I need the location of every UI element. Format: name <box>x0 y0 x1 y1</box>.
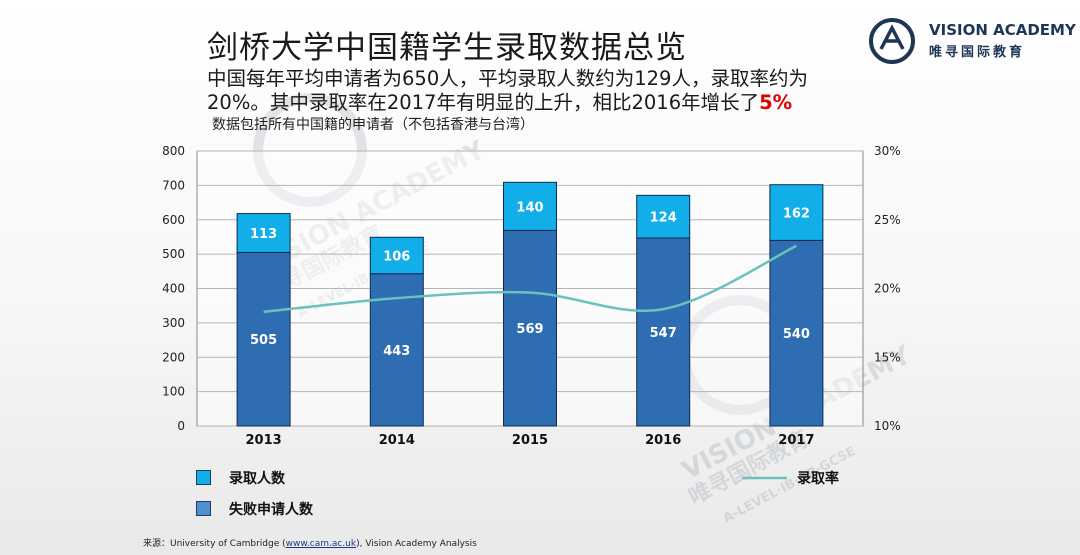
x-tick-label: 2015 <box>512 433 548 448</box>
y-left-tick-label: 500 <box>162 247 185 261</box>
y-left-tick-label: 800 <box>162 144 185 158</box>
source-prefix: 来源： <box>143 539 171 549</box>
legend-admitted-swatch <box>196 470 211 485</box>
logo-icon <box>869 18 915 64</box>
data-label-admitted: 162 <box>783 207 810 222</box>
data-label-admitted: 124 <box>650 211 677 226</box>
data-label-admitted: 113 <box>250 227 277 242</box>
data-label-admitted: 140 <box>516 200 543 215</box>
data-note: 数据包括所有中国籍的申请者（不包括香港与台湾） <box>212 117 534 133</box>
source-text-1: University of Cambridge ( <box>170 539 286 549</box>
data-label-rejected: 540 <box>783 327 810 342</box>
y-left-tick-label: 300 <box>162 316 185 330</box>
y-left-tick-label: 600 <box>162 213 185 227</box>
logo-name: VISION ACADEMY <box>929 21 1076 39</box>
bar-rejected <box>236 251 291 427</box>
legend-rejected-label: 失败申请人数 <box>229 502 313 518</box>
page-title: 剑桥大学中国籍学生录取数据总览 <box>207 30 687 66</box>
bar-admitted <box>369 236 424 275</box>
bar-admitted <box>769 184 824 241</box>
legend-rate-line <box>742 476 787 480</box>
brand-logo: VISION ACADEMY 唯寻国际教育 <box>866 16 1076 66</box>
x-tick-label: 2014 <box>379 433 415 448</box>
bar-admitted <box>636 194 691 239</box>
legend-rejected-swatch <box>196 501 211 516</box>
y-left-tick-label: 400 <box>162 282 185 296</box>
x-tick-label: 2016 <box>645 433 681 448</box>
subtitle-line-2: 20%。其中录取率在2017年有明显的上升，相比2016年增长了5% <box>207 86 792 115</box>
data-label-rejected: 505 <box>250 333 277 348</box>
y-right-tick-label: 20% <box>874 282 901 296</box>
subtitle-line-1: 中国每年平均申请者为650人，平均录取人数约为129人，录取率约为 <box>207 67 808 90</box>
legend-rate-label: 录取率 <box>797 471 839 487</box>
x-tick-label: 2017 <box>778 433 814 448</box>
source-note: 来源：University of Cambridge (www.cam.ac.u… <box>143 536 477 549</box>
y-left-tick-label: 700 <box>162 178 185 192</box>
data-label-admitted: 106 <box>383 250 410 265</box>
y-left-tick-label: 0 <box>177 419 185 433</box>
y-right-tick-label: 30% <box>874 144 901 158</box>
source-link[interactable]: www.cam.ac.uk <box>285 539 357 549</box>
rate-line <box>263 244 797 314</box>
bar-rejected <box>503 229 557 427</box>
subtitle-highlight: 5% <box>759 91 793 114</box>
legend-admitted-label: 录取人数 <box>229 471 285 487</box>
bar-rejected <box>636 237 691 427</box>
data-label-rejected: 443 <box>383 344 410 359</box>
bar-admitted <box>503 181 557 231</box>
y-right-tick-label: 25% <box>874 213 901 227</box>
subtitle-line-2-text: 20%。其中录取率在2017年有明显的上升，相比2016年增长了 <box>207 91 760 114</box>
bar-admitted <box>236 213 291 253</box>
y-left-tick-label: 200 <box>162 350 185 364</box>
data-label-rejected: 569 <box>516 322 543 337</box>
y-left-tick-label: 100 <box>162 385 185 399</box>
y-right-tick-label: 15% <box>874 350 901 364</box>
x-tick-label: 2013 <box>246 433 282 448</box>
source-text-2: ), Vision Academy Analysis <box>356 539 477 549</box>
logo-chinese: 唯寻国际教育 <box>929 45 1026 60</box>
y-right-tick-label: 10% <box>874 419 901 433</box>
data-label-rejected: 547 <box>650 326 677 341</box>
bar-rejected <box>769 239 824 427</box>
